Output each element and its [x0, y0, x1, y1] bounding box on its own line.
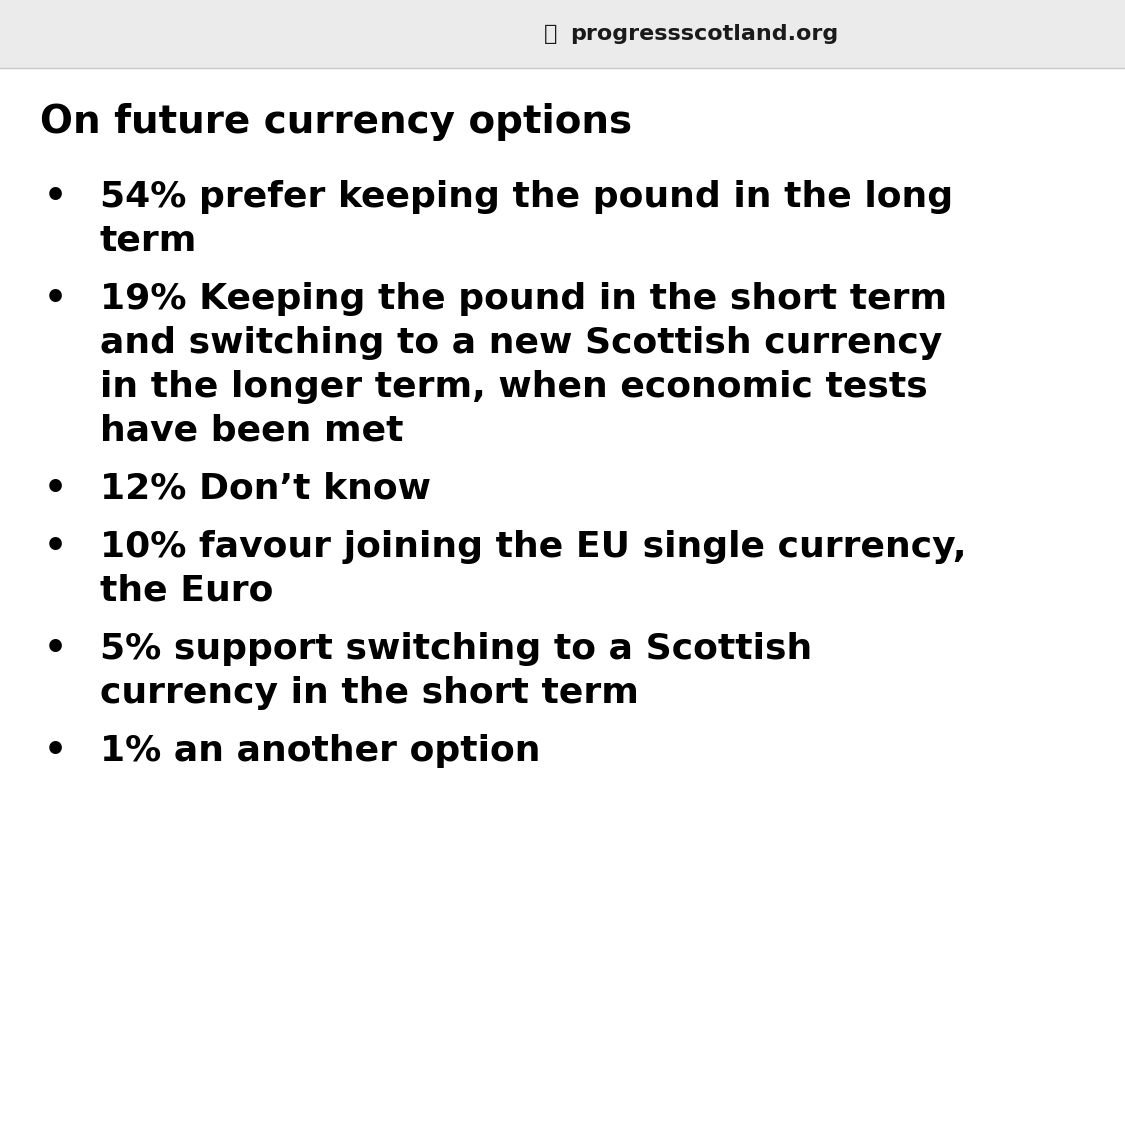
- Text: and switching to a new Scottish currency: and switching to a new Scottish currency: [100, 326, 943, 360]
- Text: 12% Don’t know: 12% Don’t know: [100, 472, 431, 506]
- Text: On future currency options: On future currency options: [40, 103, 632, 142]
- Text: 🔒: 🔒: [543, 24, 557, 44]
- Text: 10% favour joining the EU single currency,: 10% favour joining the EU single currenc…: [100, 530, 966, 564]
- Text: •: •: [44, 180, 66, 214]
- Text: term: term: [100, 224, 197, 258]
- Text: the Euro: the Euro: [100, 574, 273, 608]
- Text: currency in the short term: currency in the short term: [100, 676, 639, 710]
- Text: •: •: [44, 472, 66, 506]
- Text: •: •: [44, 734, 66, 767]
- Text: 1% an another option: 1% an another option: [100, 734, 540, 767]
- Text: 54% prefer keeping the pound in the long: 54% prefer keeping the pound in the long: [100, 180, 953, 214]
- Text: 19% Keeping the pound in the short term: 19% Keeping the pound in the short term: [100, 282, 947, 316]
- Text: have been met: have been met: [100, 413, 404, 447]
- Text: progressscotland.org: progressscotland.org: [570, 24, 839, 44]
- FancyBboxPatch shape: [0, 0, 1125, 68]
- Text: •: •: [44, 530, 66, 564]
- Text: •: •: [44, 632, 66, 666]
- Text: 5% support switching to a Scottish: 5% support switching to a Scottish: [100, 632, 812, 666]
- Text: •: •: [44, 282, 66, 316]
- Text: in the longer term, when economic tests: in the longer term, when economic tests: [100, 370, 928, 404]
